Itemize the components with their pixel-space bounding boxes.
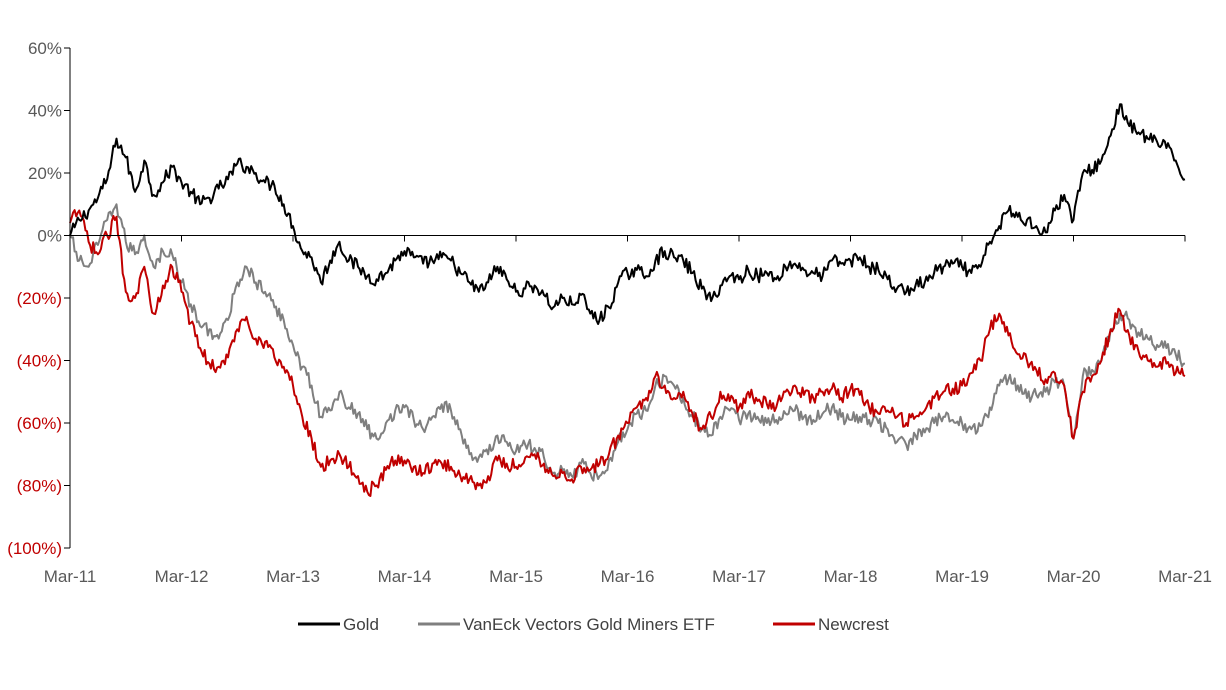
y-tick-label: 0% (37, 227, 62, 246)
y-axis-ticks: 60% 40% 20% 0% (20%) (40%) (60%) (80%) (100%) (7, 39, 70, 558)
y-tick-label: (20%) (17, 289, 62, 308)
series-line-vaneck-vectors-gold-miners-etf (69, 203, 1186, 482)
x-tick-label: Mar-19 (935, 567, 989, 586)
series-line-newcrest (69, 209, 1186, 497)
y-tick-label: (100%) (7, 539, 62, 558)
y-tick-label: 20% (28, 164, 62, 183)
legend: Gold VanEck Vectors Gold Miners ETF Newcre… (298, 615, 889, 634)
y-tick-label: (60%) (17, 414, 62, 433)
x-axis-ticks: Mar-11 Mar-12 Mar-13 Mar-14 Mar-15 Mar-16 Mar-… (44, 235, 1212, 586)
x-tick-label: Mar-17 (712, 567, 766, 586)
x-tick-label: Mar-12 (155, 567, 209, 586)
y-tick-label: (40%) (17, 352, 62, 371)
x-tick-label: Mar-18 (824, 567, 878, 586)
legend-label-vaneck-vectors-gold-miners-etf: VanEck Vectors Gold Miners ETF (463, 615, 715, 634)
x-tick-label: Mar-13 (266, 567, 320, 586)
x-tick-label: Mar-20 (1047, 567, 1101, 586)
y-tick-label: 60% (28, 39, 62, 58)
x-tick-label: Mar-14 (378, 567, 432, 586)
legend-label-gold: Gold (343, 615, 379, 634)
x-tick-label: Mar-16 (601, 567, 655, 586)
legend-label-newcrest: Newcrest (818, 615, 889, 634)
series-lines (69, 103, 1186, 497)
y-tick-label: (80%) (17, 477, 62, 496)
x-tick-label: Mar-11 (44, 567, 97, 586)
x-tick-label: Mar-15 (489, 567, 543, 586)
series-line-gold (69, 103, 1186, 325)
y-tick-label: 40% (28, 102, 62, 121)
x-tick-label: Mar-21 (1158, 567, 1212, 586)
